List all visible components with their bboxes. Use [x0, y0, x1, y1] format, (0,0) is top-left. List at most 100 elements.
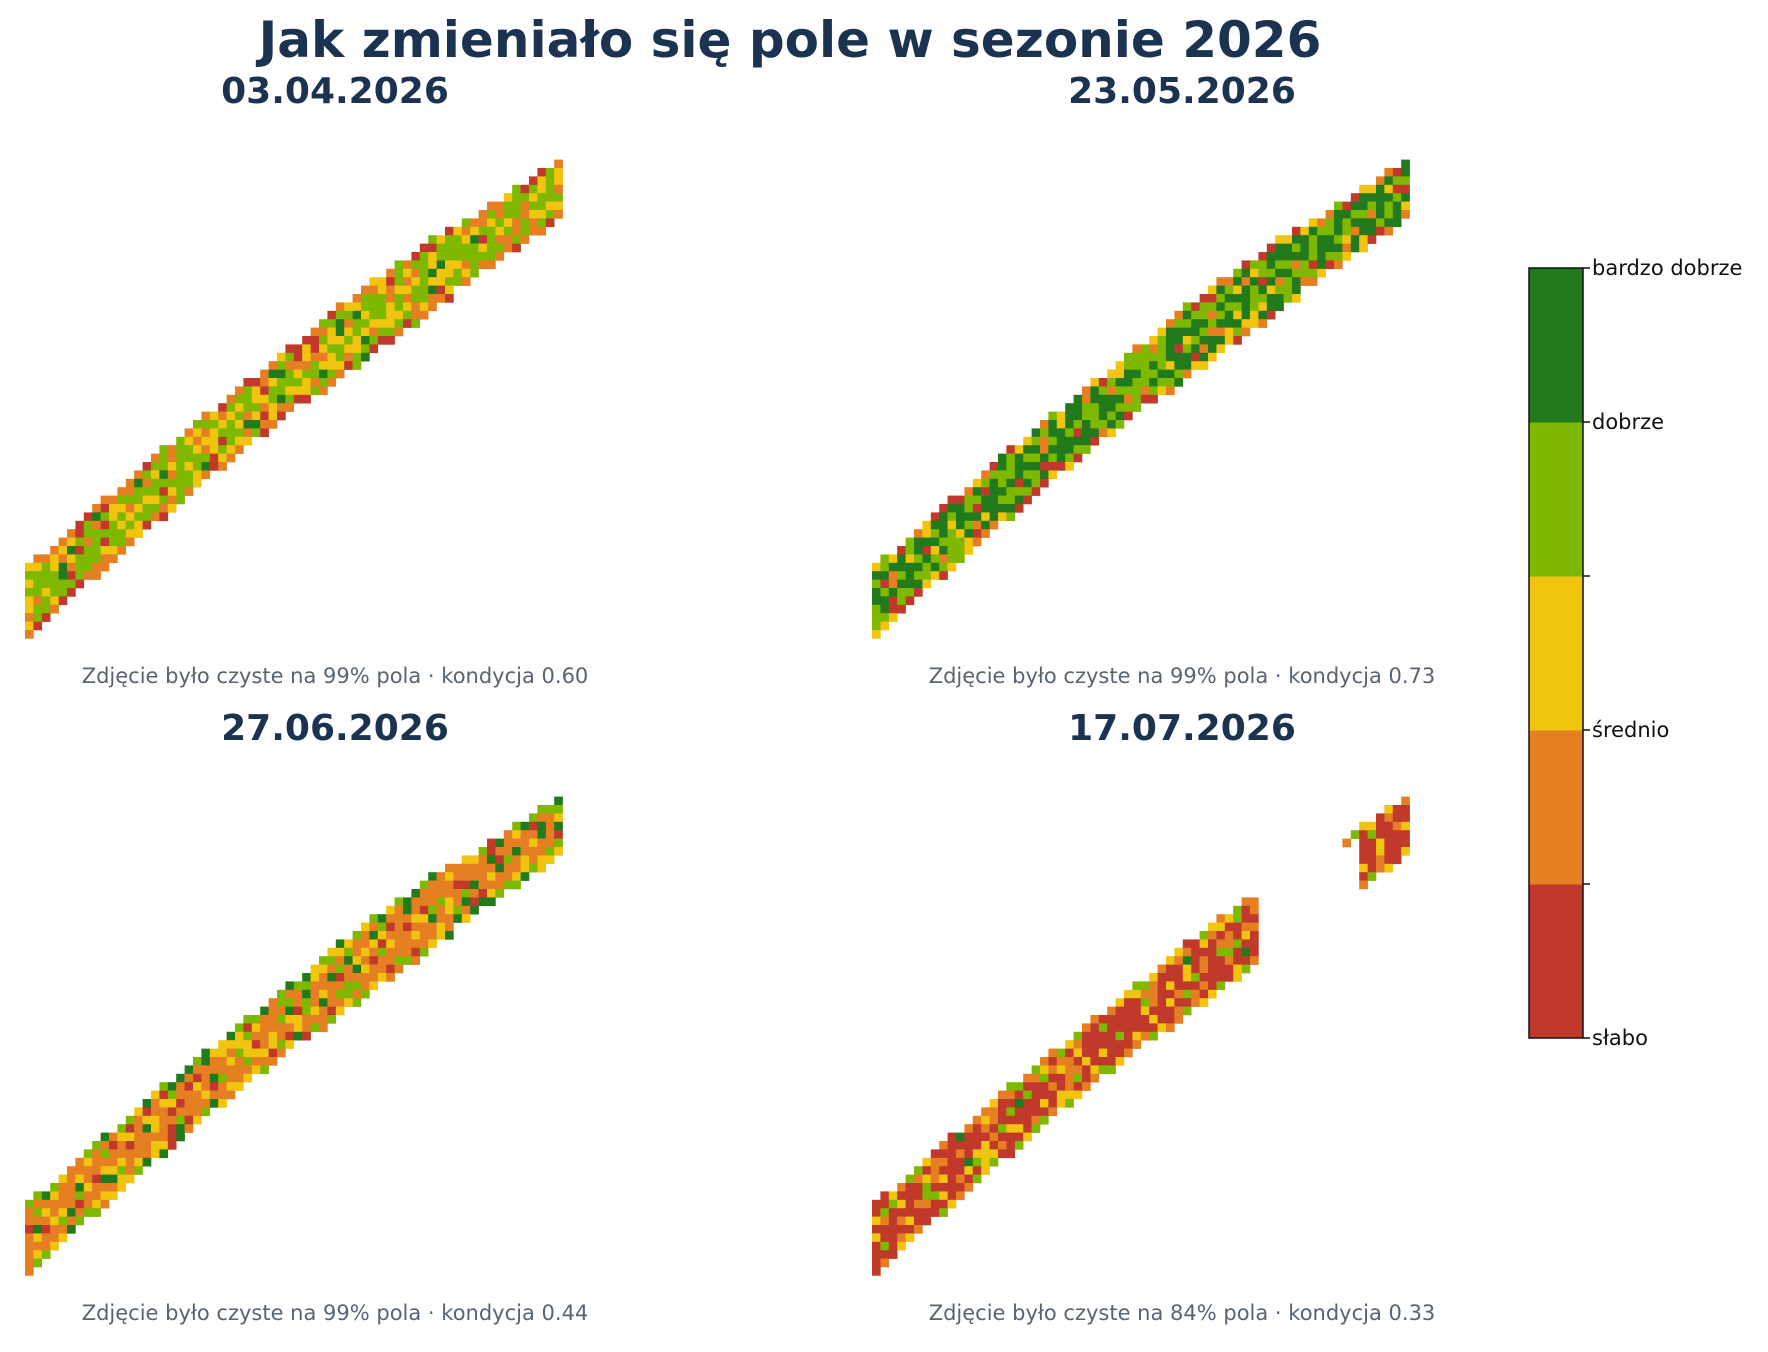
- field-pixel: [159, 512, 169, 522]
- field-pixel: [125, 1115, 135, 1125]
- field-pixel: [897, 1216, 906, 1226]
- field-pixel: [939, 512, 948, 522]
- field-pixel: [503, 838, 513, 848]
- field-pixel: [1031, 470, 1041, 480]
- field-pixel: [1308, 268, 1318, 278]
- field-pixel: [394, 922, 404, 932]
- field-pixel: [888, 562, 898, 572]
- field-pixel: [428, 235, 437, 244]
- field-pixel: [1275, 277, 1284, 286]
- field-pixel: [403, 268, 412, 278]
- field-pixel: [319, 1015, 328, 1024]
- field-pixel: [487, 855, 496, 865]
- field-pixel: [1300, 260, 1310, 270]
- field-pixel: [1040, 1057, 1049, 1066]
- field-pixel: [1325, 218, 1335, 228]
- field-pixel: [537, 847, 547, 856]
- field-pixel: [344, 327, 353, 337]
- field-pixel: [428, 914, 437, 923]
- field-pixel: [989, 1141, 999, 1150]
- field-pixel: [905, 546, 915, 555]
- field-pixel: [184, 1099, 194, 1108]
- field-pixel: [461, 905, 471, 915]
- field-pixel: [1166, 344, 1175, 354]
- field-pixel: [428, 268, 437, 278]
- field-pixel: [1266, 252, 1276, 261]
- field-pixel: [1132, 403, 1142, 412]
- field-pixel: [58, 1199, 68, 1209]
- field-pixel: [352, 973, 362, 982]
- field-pixel: [1006, 487, 1016, 496]
- field-pixel: [428, 905, 437, 915]
- field-pixel: [33, 579, 43, 589]
- field-pixel: [125, 520, 135, 530]
- field-pixel: [529, 218, 538, 228]
- field-pixel: [1149, 386, 1158, 396]
- field-pixel: [386, 947, 395, 957]
- field-pixel: [83, 529, 93, 538]
- field-pixel: [1376, 855, 1385, 865]
- field-pixel: [58, 1208, 68, 1217]
- field-pixel: [930, 571, 940, 580]
- field-pixel: [1191, 361, 1200, 370]
- field-pixel: [1191, 336, 1200, 345]
- field-pixel: [125, 1124, 135, 1133]
- field-pixel: [1308, 226, 1318, 236]
- field-pixel: [251, 1040, 261, 1049]
- field-pixel: [226, 411, 236, 421]
- field-pixel: [302, 378, 311, 387]
- field-pixel: [33, 571, 43, 580]
- field-pixel: [1023, 1115, 1032, 1125]
- field-pixel: [25, 571, 34, 580]
- field-pixel: [1107, 403, 1116, 412]
- field-pixel: [897, 562, 906, 572]
- field-pixel: [453, 226, 463, 236]
- field-pixel: [125, 537, 135, 547]
- field-pixel: [209, 1099, 219, 1108]
- field-pixel: [1208, 922, 1217, 932]
- field-pixel: [1199, 352, 1209, 362]
- field-pixel: [83, 1183, 93, 1192]
- field-pixel: [1292, 235, 1301, 244]
- field-pixel: [201, 1107, 211, 1117]
- field-pixel: [251, 411, 261, 421]
- field-pixel: [461, 872, 471, 881]
- field-pixel: [260, 1006, 269, 1016]
- field-pixel: [277, 394, 286, 404]
- field-pixel: [872, 604, 881, 614]
- field-pixel: [897, 588, 906, 597]
- field-pixel: [251, 420, 261, 429]
- field-pixel: [914, 537, 923, 547]
- field-pixel: [251, 386, 261, 396]
- field-pixel: [1233, 964, 1242, 974]
- field-pixel: [537, 226, 547, 236]
- field-pixel: [327, 369, 337, 379]
- field-pixel: [520, 838, 530, 848]
- field-pixel: [268, 1048, 278, 1058]
- field-pixel: [930, 546, 940, 555]
- field-pixel: [1359, 872, 1368, 881]
- field-pixel: [914, 571, 923, 580]
- field-pixel: [1014, 495, 1024, 505]
- field-pixel: [461, 235, 471, 244]
- field-pixel: [1174, 956, 1184, 965]
- field-pixel: [151, 453, 160, 463]
- field-pixel: [897, 546, 906, 555]
- field-pixel: [1300, 277, 1310, 286]
- field-pixel: [1124, 1031, 1133, 1041]
- field-pixel: [1132, 1031, 1142, 1041]
- field-pixel: [1384, 813, 1394, 823]
- field-pixel: [1174, 369, 1184, 379]
- field-pixel: [1166, 989, 1175, 999]
- field-pixel: [1250, 319, 1259, 328]
- field-pixel: [1107, 386, 1116, 396]
- field-pixel: [377, 327, 387, 337]
- field-pixel: [1098, 378, 1108, 387]
- field-pixel: [956, 1157, 965, 1167]
- field-pixel: [369, 914, 379, 923]
- field-pixel: [436, 260, 446, 270]
- field-pixel: [403, 922, 412, 932]
- field-pixel: [453, 277, 463, 286]
- field-pixel: [964, 487, 974, 496]
- field-pixel: [1157, 1015, 1167, 1024]
